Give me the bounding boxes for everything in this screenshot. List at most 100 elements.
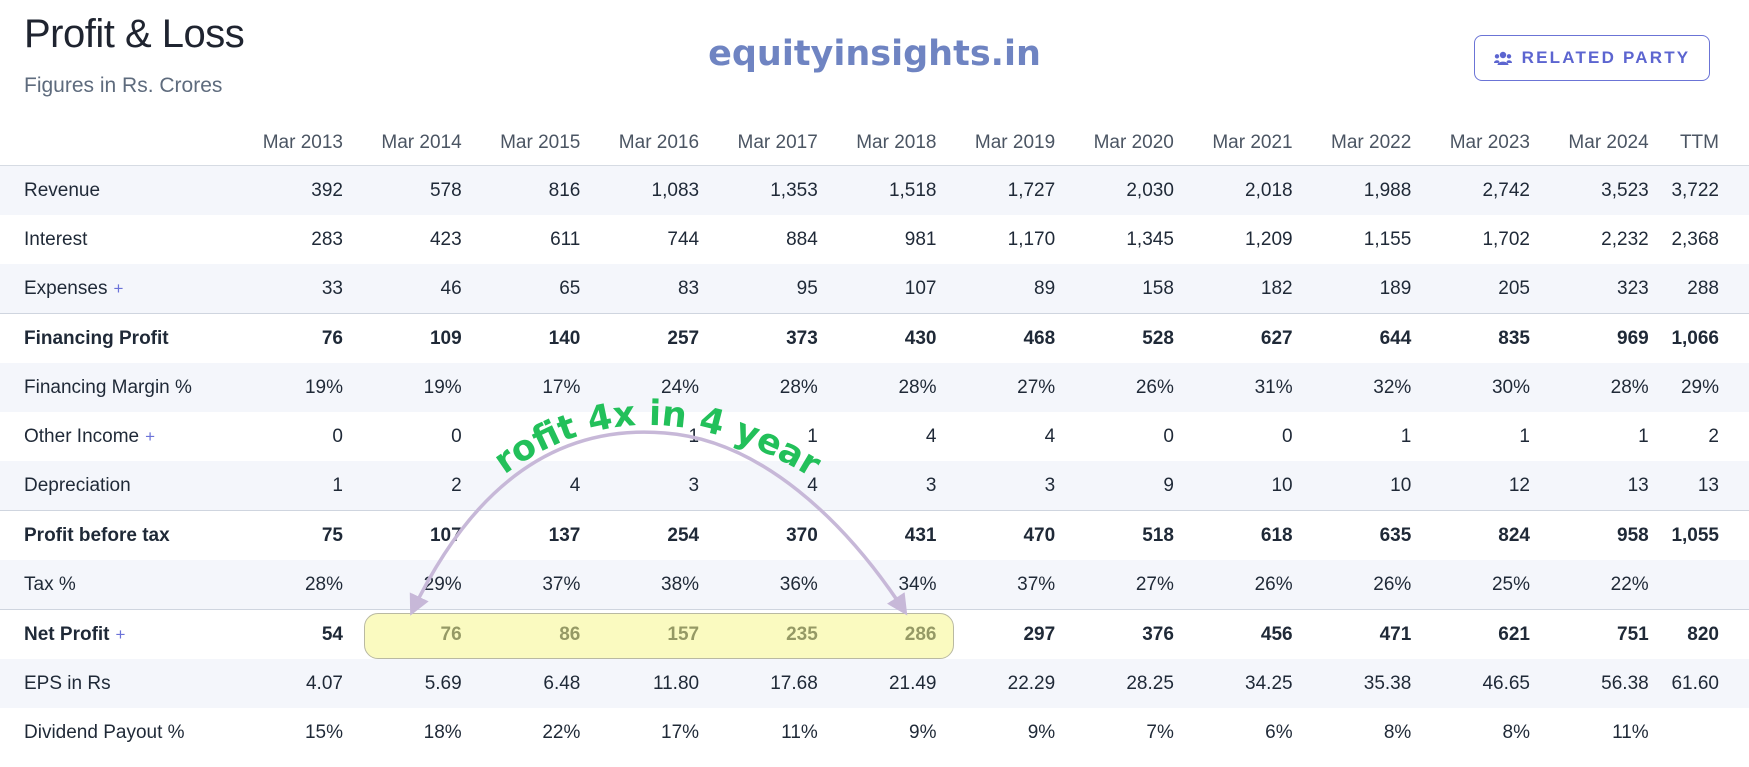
table-row[interactable]: Expenses +33 46 65 83 95 107 89 158 182 189 205 323 2…	[0, 264, 1749, 314]
table-cell: 109	[348, 313, 468, 363]
table-cell: 470	[942, 510, 1062, 560]
table-cell: 9%	[1027, 721, 1056, 743]
table-cell: 32%	[1298, 363, 1418, 412]
column-header: Mar 2019	[942, 120, 1062, 166]
row-label: Net Profit	[24, 623, 110, 645]
table-cell: 33	[230, 264, 349, 314]
table-cell: 9	[1061, 461, 1180, 511]
expand-plus-icon[interactable]: +	[145, 426, 156, 446]
table-cell: 21.49	[823, 659, 943, 708]
table-row: EPS in Rs 4.07 5.69 6.48 11.80 17.68 21.49 22.2…	[0, 659, 1749, 708]
table-cell: 65	[467, 264, 587, 314]
table-row: Interest 283 423 611 744 884 981 1,170 1,345 1,20…	[0, 215, 1749, 264]
row-label: Expenses	[24, 277, 108, 299]
column-header: Mar 2021	[1179, 120, 1299, 166]
table-cell: 2,232	[1601, 228, 1649, 250]
table-cell: 1,727	[942, 165, 1062, 215]
table-row: Tax % 28% 29% 37% 38% 36% 34% 37% 27% 26% 26% 25% 22…	[0, 560, 1749, 610]
table-cell: 46	[348, 264, 468, 314]
profit-loss-table: Mar 2013 Mar 2014 Mar 2015 Mar 2016 Mar 2017…	[0, 120, 1749, 757]
row-label: Financing Margin %	[24, 376, 192, 398]
users-icon	[1493, 51, 1512, 66]
table-cell: 34%	[823, 560, 943, 610]
row-label-cell[interactable]: Other Income +	[0, 412, 230, 461]
table-cell: 36%	[705, 560, 824, 610]
table-cell: 1,083	[586, 165, 706, 215]
table-cell: 621	[1417, 609, 1536, 659]
table-cell: 430	[823, 313, 943, 363]
column-header: Mar 2016	[586, 120, 706, 166]
table-cell: 4	[467, 461, 587, 511]
table-row: Revenue 392 578 816 1,083 1,353 1,518 1,727 2,03…	[0, 165, 1749, 215]
column-header: Mar 2013	[230, 120, 349, 166]
table-cell: 528	[1061, 313, 1180, 363]
table-cell: 140	[467, 313, 587, 363]
table-cell: 254	[586, 510, 706, 560]
table-cell: 10	[1179, 461, 1299, 511]
table-cell: 107	[348, 510, 468, 560]
row-label-cell: Financing Profit	[0, 313, 231, 363]
page-subtitle: Figures in Rs. Crores	[24, 74, 223, 97]
table-cell: 30%	[1417, 363, 1536, 412]
table-cell: 518	[1061, 510, 1180, 560]
table-cell: 31%	[1179, 363, 1299, 412]
table-cell: 635	[1298, 510, 1418, 560]
row-label-cell[interactable]: Expenses +	[0, 264, 231, 314]
row-label: Dividend Payout %	[24, 721, 185, 743]
table-cell: 76	[230, 313, 349, 363]
column-header: Mar 2015	[467, 120, 587, 166]
column-header: Mar 2022	[1298, 120, 1418, 166]
related-party-button[interactable]: RELATED PARTY	[1474, 35, 1710, 81]
table-cell: 17%	[661, 721, 700, 743]
table-cell: 38%	[586, 560, 706, 610]
table-row[interactable]: Other Income +0 0 1 1 4 4 0 0 1 1 1 2	[0, 412, 1749, 461]
table-cell: 1,170	[1007, 228, 1056, 250]
table-cell: 257	[586, 313, 706, 363]
table-cell: 2,742	[1417, 165, 1536, 215]
table-cell: 2	[1708, 425, 1719, 447]
table-cell: 34.25	[1179, 659, 1299, 708]
row-label-cell[interactable]: Net Profit +	[0, 609, 231, 659]
table-cell: 17%	[467, 363, 587, 412]
expand-plus-icon[interactable]: +	[113, 278, 124, 298]
table-cell: 17.68	[705, 659, 824, 708]
table-cell: 76	[348, 609, 468, 659]
table-cell: 22.29	[942, 659, 1062, 708]
table-cell: 958	[1536, 510, 1655, 560]
row-label-cell: Profit before tax	[0, 510, 231, 560]
table-cell: 4.07	[230, 659, 349, 708]
row-label: Profit before tax	[24, 524, 170, 546]
table-cell: 27%	[1061, 560, 1180, 610]
row-label: Other Income	[24, 425, 140, 447]
table-cell: 3,722	[1654, 165, 1749, 215]
row-label-cell: Financing Margin %	[0, 363, 231, 412]
table-cell: 28%	[823, 363, 943, 412]
table-cell: 37%	[942, 560, 1062, 610]
table-cell: 4	[925, 425, 937, 447]
table-cell	[468, 412, 587, 461]
table-cell: 456	[1179, 609, 1299, 659]
table-cell: 22%	[542, 721, 581, 743]
table-row: Profit before tax 75 107 137 254 370 431 470 518…	[0, 510, 1749, 560]
table-cell: 1	[1519, 425, 1530, 447]
table-header-row: Mar 2013 Mar 2014 Mar 2015 Mar 2016 Mar 2017…	[0, 120, 1749, 166]
table-cell: 297	[942, 609, 1062, 659]
table-cell: 1,988	[1298, 165, 1418, 215]
table-cell: 6%	[1265, 721, 1293, 743]
table-cell: 1	[807, 425, 818, 447]
table-cell	[1654, 560, 1749, 610]
table-cell: 86	[467, 609, 587, 659]
table-cell: 578	[348, 165, 468, 215]
table-cell: 981	[904, 228, 937, 250]
table-cell: 157	[586, 609, 706, 659]
table-row: Depreciation 1 2 4 3 4 3 3 9 10 10 12 13 13	[0, 461, 1749, 511]
table-cell: 820	[1654, 609, 1749, 659]
table-cell: 3	[823, 461, 943, 511]
table-cell: 611	[550, 228, 581, 250]
table-cell: 1,518	[823, 165, 943, 215]
table-cell: 26%	[1179, 560, 1299, 610]
table-row[interactable]: Net Profit +54 76 86 157 235 286 297 376 456 471 62…	[0, 609, 1749, 659]
column-header: Mar 2020	[1061, 120, 1180, 166]
expand-plus-icon[interactable]: +	[115, 624, 126, 644]
table-cell: 370	[705, 510, 824, 560]
